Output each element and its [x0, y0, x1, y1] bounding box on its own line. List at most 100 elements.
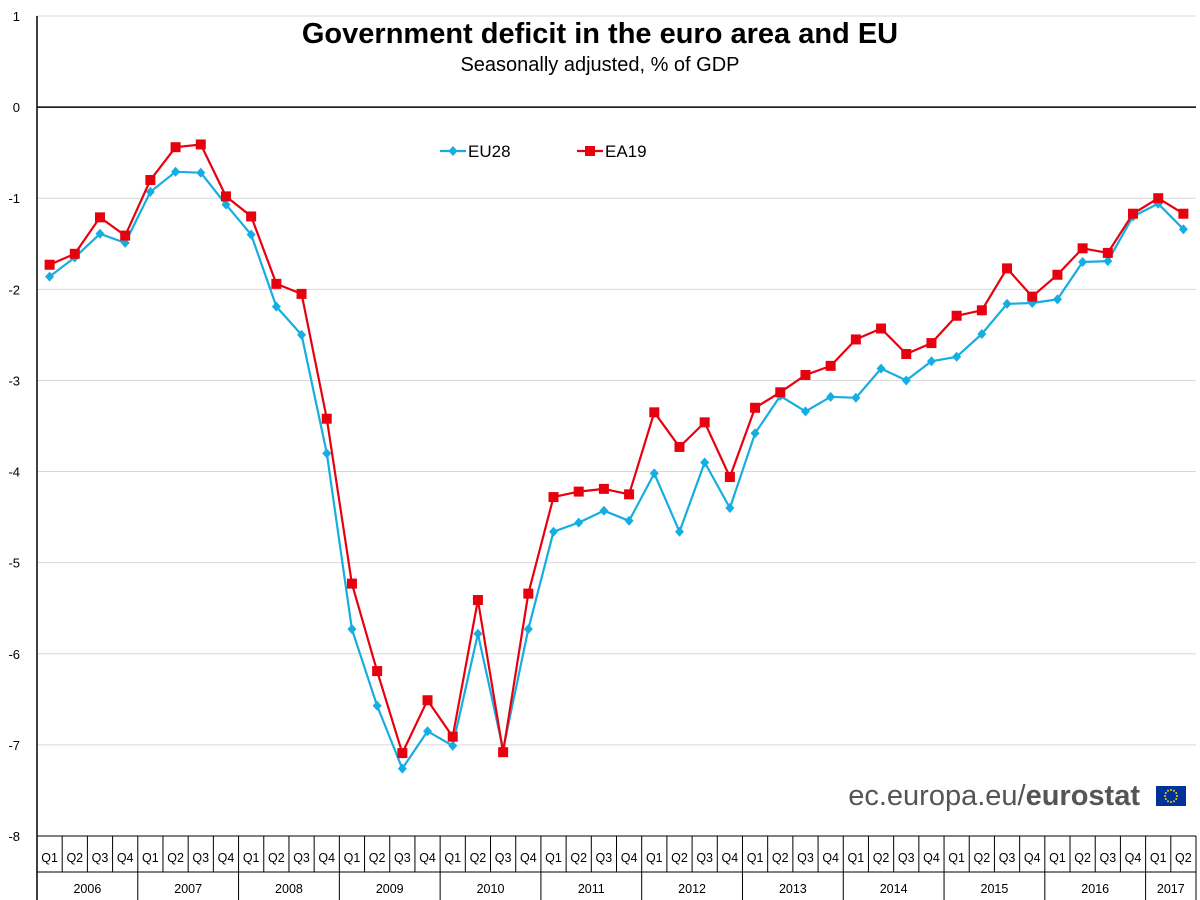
data-point-eu28	[800, 406, 810, 417]
data-point-eu28	[1002, 298, 1012, 309]
data-point-ea19	[674, 441, 685, 452]
x-tick-label-quarter: Q2	[1074, 851, 1091, 865]
x-tick-label-year: 2015	[981, 882, 1009, 896]
data-point-eu28	[271, 301, 281, 312]
data-point-ea19	[472, 595, 483, 606]
data-point-eu28	[599, 505, 609, 516]
data-point-ea19	[901, 349, 912, 360]
data-point-eu28	[649, 468, 659, 479]
x-tick-label-quarter: Q4	[419, 851, 436, 865]
x-tick-label-year: 2016	[1081, 882, 1109, 896]
data-point-ea19	[1077, 243, 1088, 254]
data-point-eu28	[397, 763, 407, 774]
data-point-ea19	[220, 191, 231, 202]
x-tick-label-year: 2007	[174, 882, 202, 896]
axes: 1 0 -1 -2 -3 -4 -5 -6 -7 -8 Q1 Q2 Q3 Q4 Q1 Q2 Q3 Q4 Q1 Q2 Q3…	[8, 9, 1197, 900]
data-point-eu28	[851, 392, 861, 403]
x-tick-label-quarter: Q1	[747, 851, 764, 865]
data-point-ea19	[699, 417, 710, 428]
data-point-ea19	[170, 142, 181, 153]
x-tick-label-year: 2013	[779, 882, 807, 896]
data-point-eu28	[347, 624, 357, 635]
data-point-eu28	[926, 356, 936, 367]
y-tick-label: -8	[8, 829, 20, 844]
data-point-ea19	[94, 212, 105, 223]
x-tick-label-quarter: Q4	[218, 851, 235, 865]
data-point-eu28	[221, 199, 231, 210]
x-tick-label-quarter: Q3	[596, 851, 613, 865]
y-tick-label: -6	[8, 647, 20, 662]
data-point-ea19	[649, 407, 660, 418]
data-point-eu28	[624, 515, 634, 526]
data-point-eu28	[977, 328, 987, 339]
data-point-eu28	[549, 526, 559, 537]
legend-label-ea19: EA19	[605, 142, 647, 161]
x-tick-label-quarter: Q2	[1175, 851, 1192, 865]
y-tick-label: -5	[8, 556, 20, 571]
data-point-ea19	[1027, 291, 1038, 302]
data-point-ea19	[976, 305, 987, 316]
x-tick-label-quarter: Q4	[318, 851, 335, 865]
data-point-ea19	[775, 387, 786, 398]
x-tick-label-quarter: Q4	[923, 851, 940, 865]
data-point-eu28	[1103, 256, 1113, 267]
data-point-eu28	[322, 448, 332, 459]
data-point-eu28	[196, 167, 206, 178]
x-tick-label-year: 2017	[1157, 882, 1185, 896]
gridlines	[37, 15, 1196, 837]
x-tick-label-year: 2010	[477, 882, 505, 896]
data-point-eu28	[725, 503, 735, 513]
y-tick-label: -7	[8, 738, 20, 753]
x-tick-label-quarter: Q1	[1049, 851, 1066, 865]
x-tick-label-year: 2011	[578, 882, 605, 896]
series-line-ea19	[49, 143, 1184, 755]
x-tick-label-quarter: Q4	[1125, 851, 1142, 865]
x-tick-label-quarter: Q1	[948, 851, 965, 865]
x-tick-label-year: 2014	[880, 882, 908, 896]
x-tick-label-quarter: Q3	[797, 851, 814, 865]
data-point-ea19	[195, 139, 206, 150]
data-point-ea19	[321, 413, 332, 424]
data-point-eu28	[826, 391, 836, 402]
data-point-ea19	[44, 259, 55, 270]
data-point-ea19	[523, 588, 534, 599]
x-tick-label-quarter: Q1	[243, 851, 260, 865]
data-point-eu28	[674, 526, 684, 537]
data-point-ea19	[1153, 193, 1164, 204]
data-point-eu28	[95, 228, 105, 239]
x-tick-label-quarter: Q4	[621, 851, 638, 865]
y-tick-label: -3	[8, 373, 20, 388]
data-point-ea19	[850, 334, 861, 345]
data-point-ea19	[346, 578, 357, 589]
chart-title: Government deficit in the euro area and …	[301, 18, 899, 50]
x-tick-label-year: 2008	[275, 882, 303, 896]
brand-domain: ec.europa.eu/	[848, 780, 1026, 812]
data-point-eu28	[171, 166, 181, 177]
brand-name: eurostat	[1025, 780, 1140, 812]
x-tick-label-quarter: Q2	[167, 851, 184, 865]
x-tick-label-quarter: Q2	[973, 851, 990, 865]
x-tick-label-quarter: Q3	[293, 851, 310, 865]
y-tick-label: -2	[8, 282, 20, 297]
x-tick-label-quarter: Q3	[1099, 851, 1116, 865]
x-tick-label-quarter: Q3	[898, 851, 915, 865]
data-point-eu28	[700, 457, 710, 468]
y-tick-label: -4	[8, 465, 20, 480]
y-tick-label: 1	[13, 9, 20, 24]
x-tick-label-quarter: Q2	[470, 851, 487, 865]
eu-flag-icon	[1156, 786, 1186, 806]
series-line-eu28	[48, 170, 1185, 770]
data-point-ea19	[498, 747, 509, 758]
eurostat-logo-text: ec.europa.eu/eurostat	[848, 780, 1140, 813]
legend-label-eu28: EU28	[468, 142, 511, 161]
x-tick-label-quarter: Q1	[142, 851, 159, 865]
x-tick-label-quarter: Q2	[268, 851, 285, 865]
x-tick-label-quarter: Q2	[369, 851, 386, 865]
data-point-eu28	[448, 740, 458, 751]
data-point-ea19	[548, 492, 559, 503]
data-point-ea19	[372, 666, 383, 677]
data-point-ea19	[296, 288, 307, 299]
data-point-ea19	[120, 230, 131, 241]
x-tick-label-quarter: Q3	[999, 851, 1016, 865]
